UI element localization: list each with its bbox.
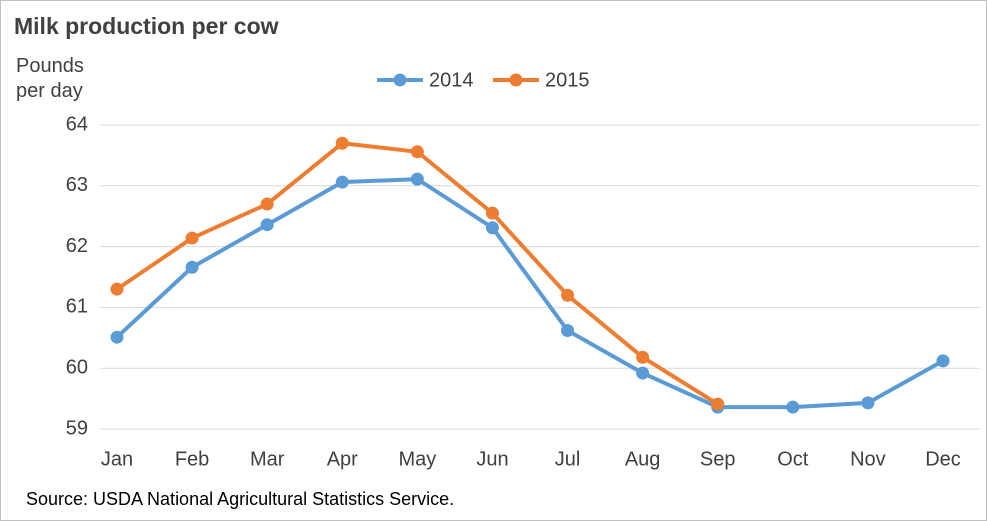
x-tick-label: Jun <box>476 448 508 470</box>
data-point <box>561 288 575 302</box>
source-note: Source: USDA National Agricultural Stati… <box>26 489 454 509</box>
x-tick-label: Jan <box>101 448 133 470</box>
data-point <box>260 218 274 232</box>
data-point <box>110 330 124 344</box>
data-point <box>185 231 199 245</box>
x-tick-label: Aug <box>625 448 661 470</box>
legend-marker <box>509 73 523 87</box>
x-tick-label: May <box>398 448 436 470</box>
data-point <box>335 175 349 189</box>
x-tick-label: Jul <box>555 448 581 470</box>
y-tick-label: 64 <box>66 113 88 135</box>
y-tick-label: 61 <box>66 296 88 318</box>
legend-label: 2015 <box>545 69 590 91</box>
legend-label: 2014 <box>429 69 474 91</box>
y-tick-label: 59 <box>66 417 88 439</box>
y-axis-label: Pounds per day <box>16 55 84 102</box>
x-tick-label: Feb <box>175 448 209 470</box>
data-point <box>410 172 424 186</box>
data-point <box>936 354 950 368</box>
data-point <box>485 221 499 235</box>
data-point <box>636 366 650 380</box>
x-tick-label: Dec <box>925 448 961 470</box>
x-tick-label: Nov <box>850 448 886 470</box>
data-point <box>410 145 424 159</box>
data-point <box>335 136 349 150</box>
y-tick-label: 63 <box>66 174 88 196</box>
data-point <box>636 350 650 364</box>
data-point <box>185 260 199 274</box>
x-tick-label: Apr <box>327 448 358 470</box>
data-point <box>561 324 575 338</box>
x-tick-label: Mar <box>250 448 285 470</box>
y-tick-label: 62 <box>66 235 88 257</box>
x-tick-label: Oct <box>777 448 809 470</box>
y-tick-label: 60 <box>66 356 88 378</box>
series-line <box>115 177 944 410</box>
data-point <box>260 197 274 211</box>
legend-marker <box>393 73 407 87</box>
data-point <box>861 396 875 410</box>
data-point <box>110 282 124 296</box>
data-point <box>485 206 499 220</box>
data-point <box>711 397 725 411</box>
data-point <box>786 400 800 414</box>
x-tick-label: Sep <box>700 448 736 470</box>
chart-title: Milk production per cow <box>14 13 279 39</box>
